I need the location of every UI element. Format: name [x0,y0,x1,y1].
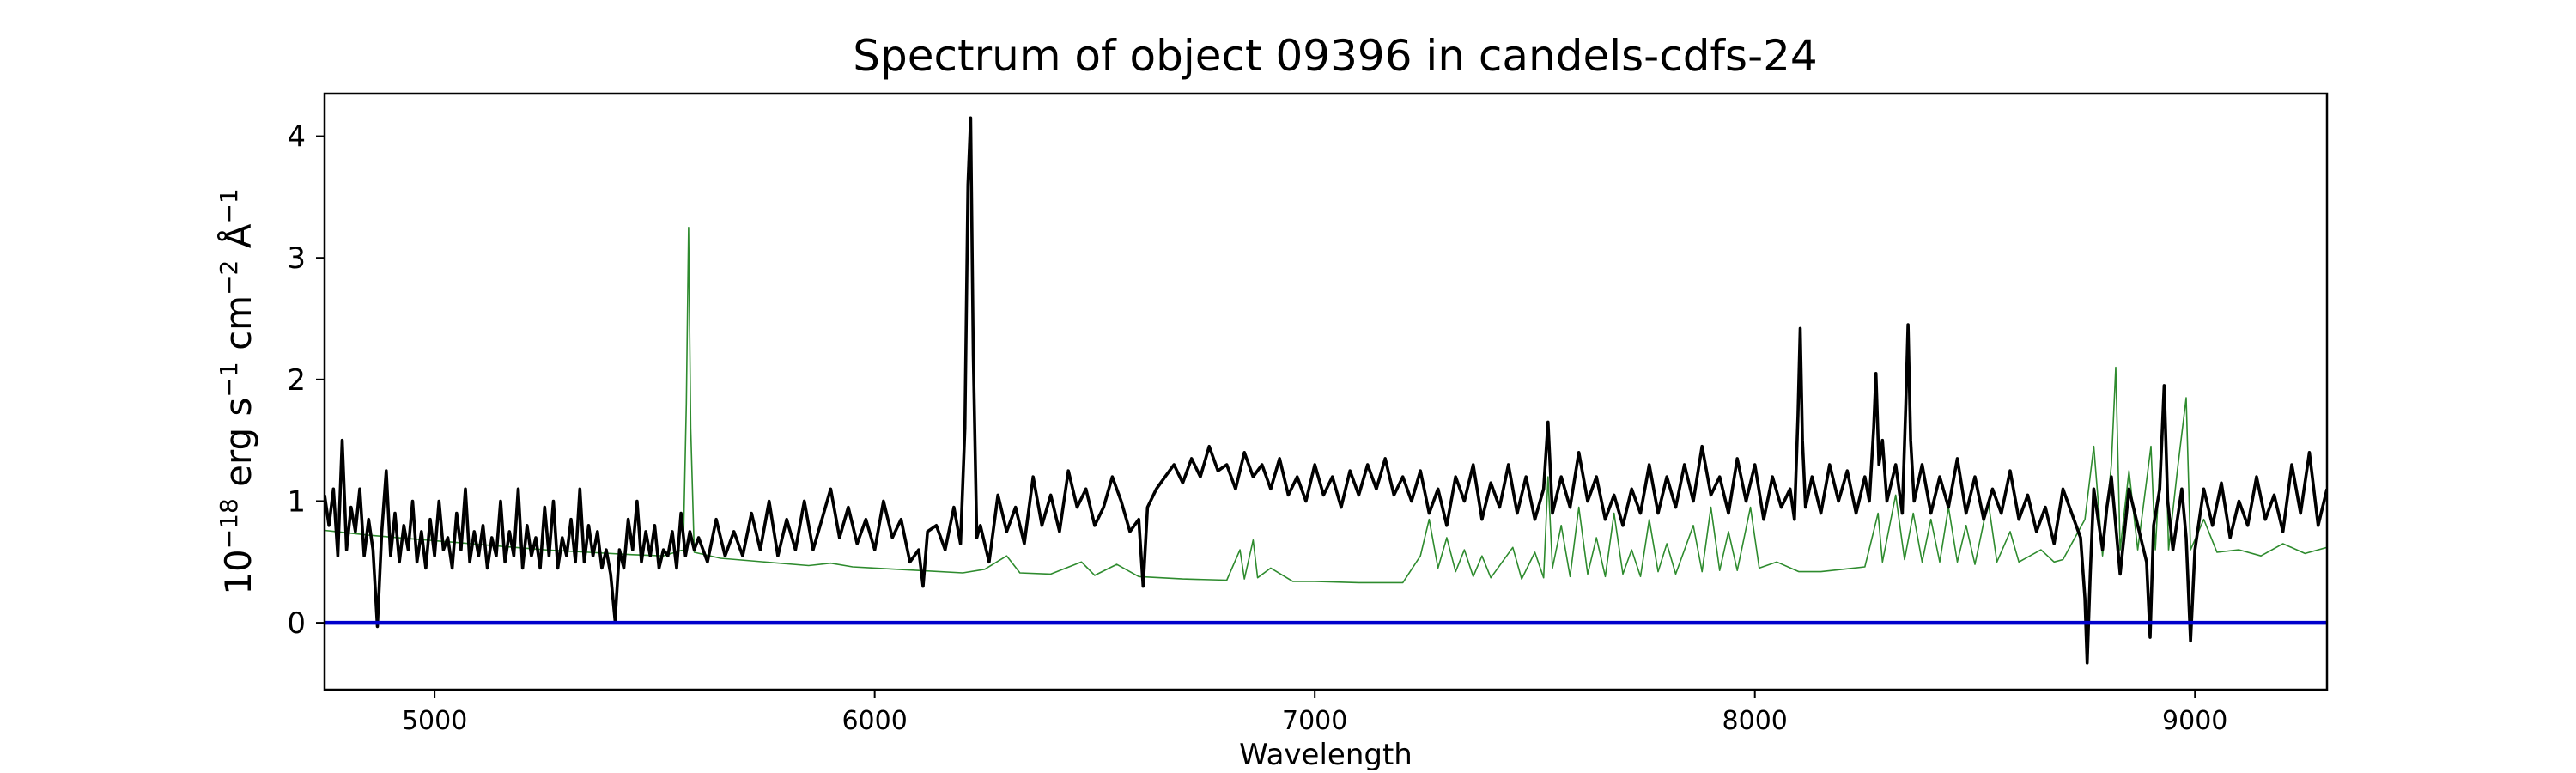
y-tick-label: 3 [287,241,306,276]
plot-frame [323,92,2329,691]
x-tick-label: 5000 [402,706,467,736]
x-axis-label: Wavelength [1239,738,1413,772]
y-axis-label-part: cm [217,295,259,362]
chart-title: Spectrum of object 09396 in candels-cdfs… [853,31,1818,81]
x-tick-label: 9000 [2162,706,2227,736]
y-axis-label-part: −1 [215,362,243,397]
y-axis-label: 10−18 erg s−1 cm−2 Å−1 [215,188,260,594]
y-tick-label: 1 [287,484,306,519]
x-tick-label: 6000 [841,706,907,736]
series-flux-line [325,116,2327,665]
x-axis-ticks: 5000 6000 7000 8000 9000 [402,690,2227,736]
y-axis-label-part: −1 [215,188,243,223]
y-tick-label: 4 [287,120,306,155]
x-tick-label: 8000 [1722,706,1788,736]
y-axis-label-part: 10 [217,549,259,594]
y-axis-ticks: 0 1 2 3 4 [287,120,325,641]
y-axis-label-part: Å [216,223,259,259]
y-axis-label-part: −2 [215,260,243,295]
y-tick-label: 2 [287,363,306,398]
y-axis-label-part: −18 [215,498,243,549]
plot-area [325,116,2327,665]
x-tick-label: 7000 [1282,706,1347,736]
y-tick-label: 0 [287,606,306,641]
y-axis-label-part: erg s [217,398,259,499]
series-model-line [325,226,2327,584]
